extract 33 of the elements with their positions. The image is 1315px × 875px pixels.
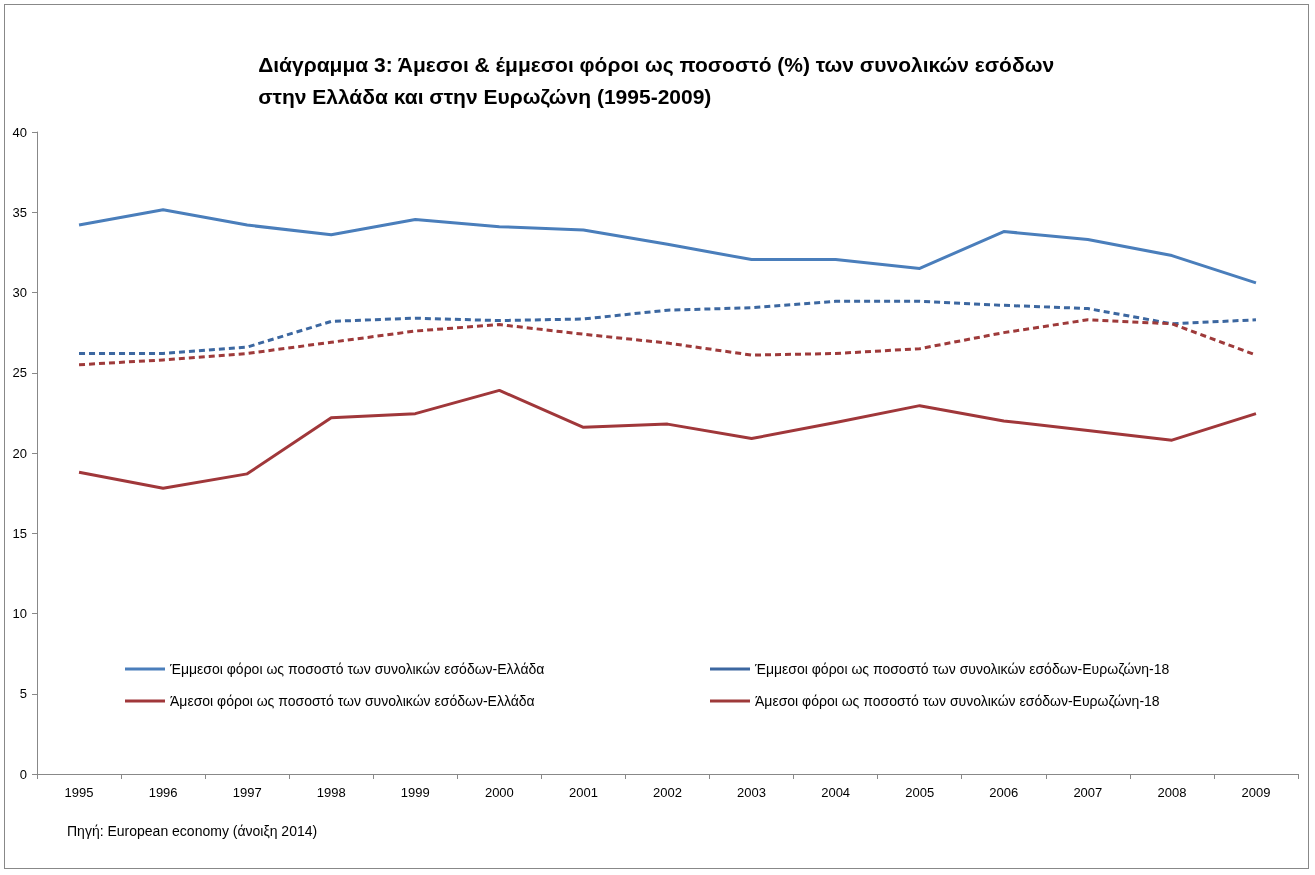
line-series [77,208,1258,285]
x-tick-label: 1999 [400,785,430,800]
legend-label: Έμμεσοι φόροι ως ποσοστό των συνολικών εσόδων-Ευρωζώνη-18 [754,661,1170,677]
x-tick-label: 2000 [484,785,514,800]
y-tick-label: 30 [12,285,27,300]
x-tick-label: 2009 [1241,785,1271,800]
text: Πηγή: European economy (άνοιξη 2014) [67,823,318,839]
y-tick-label: 40 [12,124,27,140]
x-tick-label: 2001 [568,785,598,800]
y-tick-label: 15 [12,525,27,541]
y-tick-label: 5 [19,686,27,702]
legend-label: Άμεσοι φόροι ως ποσοστό των συνολικών εσόδων-Ελλάδα [170,693,535,709]
x-tick-label: 1996 [148,785,178,800]
x-tick-label: 2006 [989,785,1019,800]
y-tick-label: 10 [12,606,27,621]
y-tick-label: 35 [12,204,27,220]
legend-label: Άμεσοι φόροι ως ποσοστό των συνολικών εσόδων-Ευρωζώνη-18 [755,693,1160,709]
x-tick-label: 2003 [737,785,767,800]
y-tick-label: 20 [12,445,27,461]
y-tick-label: 0 [19,766,27,782]
legend-label: Έμμεσοι φόροι ως ποσοστό των συνολικών εσόδων-Ελλάδα [169,661,545,677]
x-tick-label: 2004 [821,785,851,800]
x-tick-label: 1998 [316,785,346,800]
chart-title: Διάγραμμα 3: Άμεσοι & έμμεσοι φόροι ως ποσοστό (%) των συνολικών εσόδων στην Ελλάδα και στην Ευρωζώνη (1995-2009) [258,52,1055,108]
x-tick-label: 2008 [1157,785,1187,800]
x-tick-label: 2007 [1073,785,1103,800]
line-series [77,388,1258,490]
y-tick-label: 25 [12,365,27,381]
line-series [77,299,1258,355]
x-tick-label: 1995 [64,785,94,800]
x-tick-label: 2005 [905,785,935,800]
x-tick-label: 1997 [232,785,262,800]
x-tick-label: 2002 [653,785,682,800]
